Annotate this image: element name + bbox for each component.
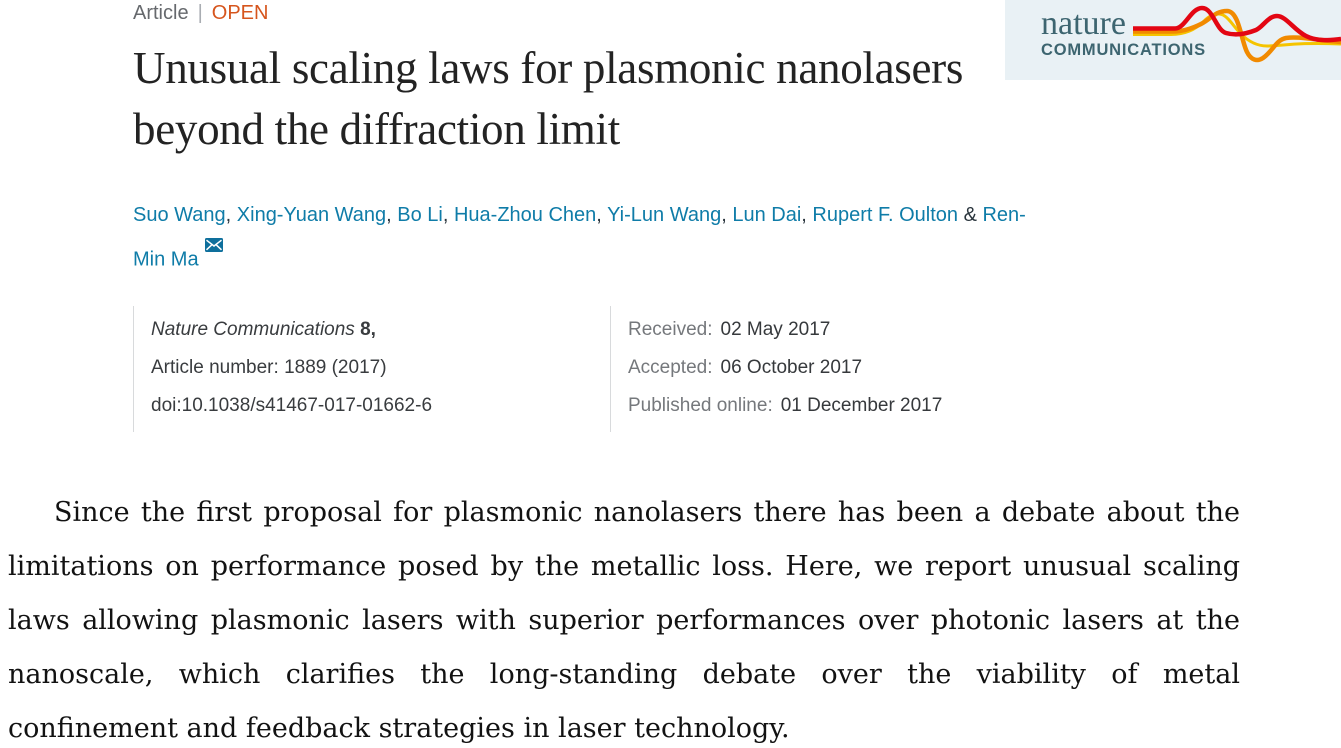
- history-dates: Received: 02 May 2017 Accepted: 06 October…: [610, 306, 942, 432]
- author-separator: ,: [596, 204, 608, 226]
- nature-wordmark: nature: [1041, 5, 1126, 42]
- author-separator: ,: [801, 204, 813, 226]
- accepted-date: Accepted: 06 October 2017: [628, 349, 942, 387]
- journal-name: Nature Communications: [151, 319, 355, 340]
- accepted-label: Accepted:: [628, 357, 713, 378]
- received-date: Received: 02 May 2017: [628, 311, 942, 349]
- citation-panel: Nature Communications 8, Article number:…: [133, 306, 942, 432]
- author-separator: ,: [225, 204, 237, 226]
- article-type-label: Article: [133, 2, 189, 24]
- received-value: 02 May 2017: [720, 319, 831, 340]
- author-link[interactable]: Bo Li: [397, 204, 443, 226]
- logo-wordmark: nature COMMUNICATIONS: [1041, 5, 1206, 60]
- author-names: Suo Wang, Xing-Yuan Wang, Bo Li, Hua-Zho…: [133, 204, 1026, 271]
- author-separator: ,: [442, 204, 454, 226]
- author-separator: ,: [386, 204, 398, 226]
- email-envelope-icon[interactable]: [204, 238, 223, 262]
- author-separator: ,: [721, 204, 733, 226]
- published-date: Published online: 01 December 2017: [628, 387, 942, 425]
- author-link[interactable]: Suo Wang: [133, 204, 226, 226]
- published-label: Published online:: [628, 395, 773, 416]
- article-number-value: 1889 (2017): [284, 357, 387, 378]
- logo-waves-graphic: [1133, 5, 1341, 63]
- article-number-label: Article number:: [151, 357, 279, 378]
- received-label: Received:: [628, 319, 713, 340]
- journal-volume: 8,: [360, 319, 376, 340]
- author-link[interactable]: Xing-Yuan Wang: [236, 204, 387, 226]
- open-access-badge: OPEN: [211, 2, 269, 24]
- journal-citation: Nature Communications 8,: [151, 311, 610, 349]
- separator-pipe: |: [197, 2, 203, 24]
- author-link[interactable]: Rupert F. Oulton: [812, 204, 959, 226]
- journal-logo[interactable]: nature COMMUNICATIONS: [1005, 0, 1341, 80]
- author-link[interactable]: Yi-Lun Wang: [607, 204, 722, 226]
- communications-wordmark: COMMUNICATIONS: [1041, 41, 1206, 59]
- page-title: Unusual scaling laws for plasmonic nanol…: [133, 43, 964, 154]
- citation-info: Nature Communications 8, Article number:…: [133, 306, 610, 432]
- accepted-value: 06 October 2017: [720, 357, 863, 378]
- published-value: 01 December 2017: [780, 395, 943, 416]
- author-link[interactable]: Hua-Zhou Chen: [453, 204, 597, 226]
- author-link[interactable]: Ren-Min Ma: [133, 204, 1026, 271]
- author-list: Suo Wang, Xing-Yuan Wang, Bo Li, Hua-Zho…: [133, 196, 1033, 279]
- doi: doi:10.1038/s41467-017-01662-6: [151, 395, 433, 416]
- author-separator: &: [958, 204, 983, 226]
- abstract-paragraph: Since the first proposal for plasmonic n…: [8, 497, 1240, 744]
- article-number: Article number: 1889 (2017): [151, 349, 610, 387]
- breadcrumb: Article | OPEN: [133, 1, 268, 25]
- author-link[interactable]: Lun Dai: [732, 204, 802, 226]
